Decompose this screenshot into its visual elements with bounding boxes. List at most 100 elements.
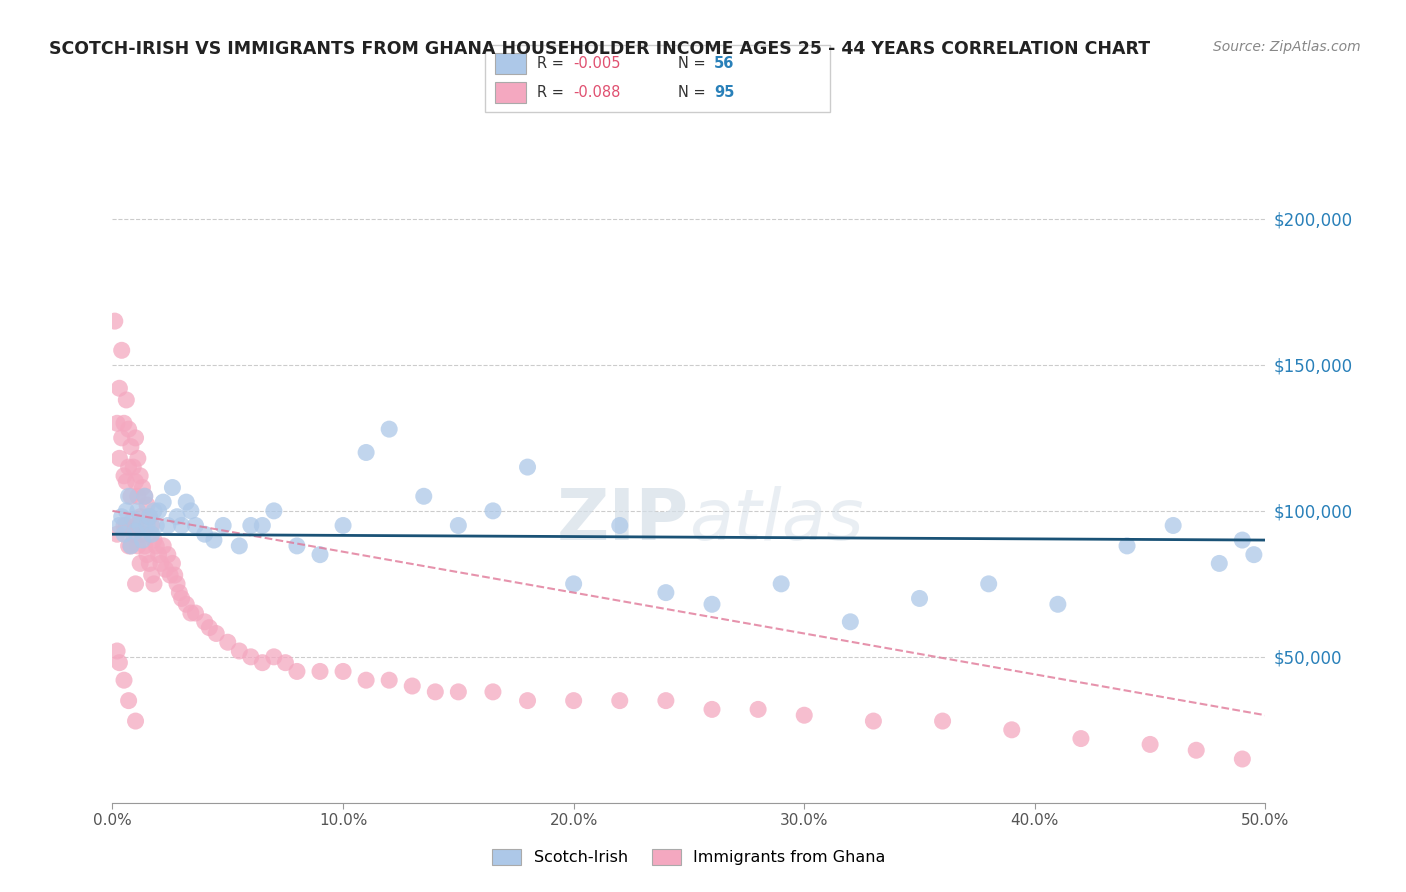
Point <box>104 314 127 328</box>
Point <box>609 693 631 707</box>
Point <box>401 679 423 693</box>
Point <box>141 527 163 541</box>
Point <box>124 431 146 445</box>
Point <box>136 518 159 533</box>
Point <box>332 518 354 533</box>
Point <box>129 468 152 483</box>
Point <box>108 656 131 670</box>
Point <box>143 504 166 518</box>
Point <box>263 504 285 518</box>
Point <box>127 504 149 518</box>
Text: Source: ZipAtlas.com: Source: ZipAtlas.com <box>1213 40 1361 54</box>
Point <box>562 693 585 707</box>
Point <box>129 518 152 533</box>
Point <box>152 495 174 509</box>
Point <box>124 518 146 533</box>
Point <box>124 524 146 539</box>
Text: R =: R = <box>537 86 568 100</box>
Point <box>148 504 170 518</box>
Point <box>108 381 131 395</box>
Point <box>141 518 163 533</box>
Point <box>136 548 159 562</box>
Point <box>149 557 172 571</box>
Point <box>239 518 262 533</box>
Point <box>152 539 174 553</box>
Point <box>111 509 134 524</box>
Point <box>378 422 401 436</box>
Point <box>1232 752 1254 766</box>
Point <box>180 504 202 518</box>
Text: -0.088: -0.088 <box>572 86 620 100</box>
Point <box>482 685 505 699</box>
Point <box>425 685 447 699</box>
Point <box>108 451 131 466</box>
Point <box>145 518 167 533</box>
Point <box>138 557 160 571</box>
Point <box>1001 723 1024 737</box>
Point <box>134 539 156 553</box>
Point <box>170 518 193 533</box>
Point <box>184 606 207 620</box>
Point <box>112 673 135 688</box>
Point <box>129 557 152 571</box>
Point <box>131 481 153 495</box>
Point <box>105 417 128 431</box>
Point <box>138 509 160 524</box>
Point <box>124 475 146 489</box>
Point <box>124 577 146 591</box>
Point <box>194 615 217 629</box>
Point <box>122 460 145 475</box>
Point <box>115 518 138 533</box>
Point <box>1185 743 1208 757</box>
Point <box>105 644 128 658</box>
Point <box>155 562 177 576</box>
Point <box>482 504 505 518</box>
Point <box>162 557 184 571</box>
Point <box>131 533 153 547</box>
FancyBboxPatch shape <box>495 82 526 103</box>
Point <box>239 649 262 664</box>
Text: ZIP: ZIP <box>557 486 689 555</box>
Point <box>354 445 377 459</box>
FancyBboxPatch shape <box>485 45 830 112</box>
Point <box>134 489 156 503</box>
Point <box>1243 548 1265 562</box>
Point <box>169 585 191 599</box>
Point <box>156 518 179 533</box>
Point <box>228 644 250 658</box>
Point <box>770 577 793 591</box>
Point <box>217 635 239 649</box>
Point <box>700 597 723 611</box>
Point <box>285 665 308 679</box>
Point <box>977 577 1000 591</box>
Point <box>202 533 225 547</box>
Point <box>793 708 815 723</box>
Point <box>117 539 139 553</box>
Point <box>124 714 146 728</box>
Point <box>120 539 142 553</box>
Point <box>122 527 145 541</box>
Point <box>117 489 139 503</box>
Point <box>1208 557 1230 571</box>
Point <box>112 417 135 431</box>
Point <box>112 527 135 541</box>
Text: -0.005: -0.005 <box>572 56 620 70</box>
Point <box>127 451 149 466</box>
Point <box>174 597 197 611</box>
Point <box>120 539 142 553</box>
Point <box>120 440 142 454</box>
Point <box>163 568 186 582</box>
Point <box>166 509 188 524</box>
Point <box>115 392 138 407</box>
Point <box>105 527 128 541</box>
Point <box>127 489 149 503</box>
Point <box>309 665 332 679</box>
Point <box>174 495 197 509</box>
Point <box>655 585 678 599</box>
Point <box>180 606 202 620</box>
Point <box>205 626 228 640</box>
Point <box>184 518 207 533</box>
Point <box>115 504 138 518</box>
Point <box>354 673 377 688</box>
Point <box>148 548 170 562</box>
